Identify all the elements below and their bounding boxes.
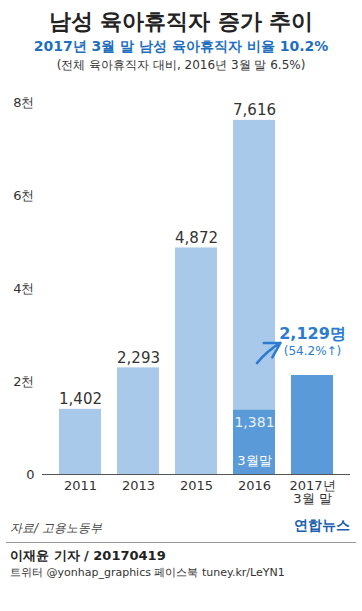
svg-text:6천: 6천 <box>13 188 34 203</box>
html-text:2017년 3월 말 남성 육아휴직자 비율 10.2%: 2017년 3월 말 남성 육아휴직자 비율 10.2% <box>33 38 329 54</box>
svg-text:2,129명: 2,129명 <box>279 324 346 343</box>
html-text:자료/ 고용노동부: 자료/ 고용노동부 <box>10 521 102 535</box>
html-text:(전체 육아휴직자 대비, 2016년 3월 말 6.5%): (전체 육아휴직자 대비, 2016년 3월 말 6.5%) <box>56 58 306 72</box>
svg-text:8천: 8천 <box>13 95 34 110</box>
svg-text:4천: 4천 <box>13 281 34 296</box>
svg-text:2011: 2011 <box>64 478 97 493</box>
html-text:연합뉴스: 연합뉴스 <box>294 517 350 533</box>
svg-text:1,381: 1,381 <box>234 414 274 430</box>
html-text:트위터 @yonhap_graphics 페이스북 tune: 트위터 @yonhap_graphics 페이스북 tuney.kr/LeYN1 <box>10 566 285 579</box>
svg-text:1,402: 1,402 <box>59 390 102 408</box>
svg-text:3월말: 3월말 <box>237 453 271 468</box>
svg-text:2015: 2015 <box>180 478 213 493</box>
svg-text:2017년3월 말: 2017년3월 말 <box>289 478 335 506</box>
svg-text:2016: 2016 <box>238 478 271 493</box>
svg-text:0: 0 <box>26 467 34 482</box>
svg-text:(54.2%↑): (54.2%↑) <box>284 344 342 358</box>
svg-text:7,616: 7,616 <box>233 101 276 119</box>
svg-text:2013: 2013 <box>122 478 155 493</box>
svg-text:2,293: 2,293 <box>117 349 160 367</box>
svg-text:2천: 2천 <box>13 374 34 389</box>
html-text:이재윤 기자 / 20170419: 이재윤 기자 / 20170419 <box>10 548 166 563</box>
svg-text:4,872: 4,872 <box>175 229 218 247</box>
html-text:남성 육아휴직자 증가 추이: 남성 육아휴직자 증가 추이 <box>48 9 314 34</box>
